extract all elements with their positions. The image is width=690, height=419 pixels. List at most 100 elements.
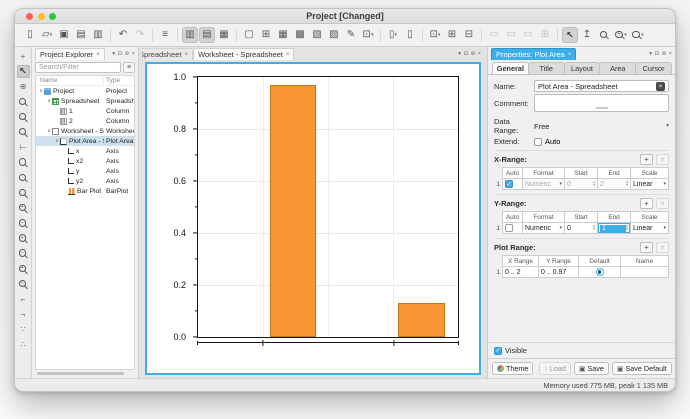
vertical-layout-button[interactable]: ▭	[486, 27, 502, 43]
horizontal-scrollbar[interactable]	[37, 372, 124, 375]
auto-scale-button[interactable]	[17, 156, 30, 169]
shift-up-y-button[interactable]: ∵	[17, 323, 30, 336]
panel-menu-icon[interactable]: ▾	[458, 51, 462, 57]
undo-button[interactable]: ↶	[115, 27, 131, 43]
remove-y-range-button[interactable]: ×	[656, 198, 669, 209]
horizontal-layout-button[interactable]: ▭	[503, 27, 519, 43]
float-icon[interactable]: ⊡	[463, 51, 469, 57]
new-spreadsheet-button[interactable]: ▦	[275, 27, 291, 43]
bar[interactable]	[398, 303, 445, 337]
close-icon[interactable]: ×	[96, 51, 100, 58]
y-range-format-select[interactable]: Numeric ▾	[522, 222, 565, 234]
worksheet-page[interactable]: 0.0 0.2 0.4 0.6 0.8 1.0	[145, 62, 481, 375]
expander-icon[interactable]: ∨	[39, 88, 43, 93]
close-icon[interactable]: ×	[285, 51, 290, 58]
new-workbook-button[interactable]: ⊞	[258, 27, 274, 43]
break-layout-button[interactable]: ⊞	[537, 27, 553, 43]
splitter-right[interactable]	[484, 47, 487, 378]
zoom-in-x-button[interactable]: +	[17, 232, 30, 245]
column-header-type[interactable]: Type	[106, 77, 121, 84]
panel-menu-icon[interactable]: ▾	[112, 51, 116, 57]
print-button[interactable]: ▤	[73, 27, 89, 43]
bar[interactable]	[269, 84, 317, 337]
expander-icon[interactable]: ∨	[47, 128, 51, 133]
new-worksheet-button[interactable]: ▧	[309, 27, 325, 43]
resize-grip-icon[interactable]	[595, 106, 608, 109]
cursor-tool-button[interactable]: ⊢	[17, 141, 30, 154]
search-input[interactable]	[35, 62, 121, 73]
new-datapicker-button[interactable]: ✎	[343, 27, 359, 43]
tree-row[interactable]: ∨ Spreadsheet Spreadsheet	[36, 96, 134, 106]
x-range-start-spinbox[interactable]: 0 ▴ ▾	[564, 178, 598, 190]
zoom-y-select-button[interactable]	[17, 126, 30, 139]
save-default-button[interactable]: ▣ Save Default	[611, 362, 672, 375]
x-range-end-spinbox[interactable]: 2 ▴ ▾	[597, 178, 631, 190]
new-note-button[interactable]: ▨	[326, 27, 342, 43]
load-button[interactable]: ↓ Load	[539, 362, 571, 375]
zoom-x-select-button[interactable]	[17, 111, 30, 124]
close-window-button[interactable]	[26, 13, 33, 20]
zoom-out-y-button[interactable]: −	[17, 278, 30, 291]
y-range-start-spinbox[interactable]: 0 ▴ ▾	[564, 222, 598, 234]
float-icon[interactable]: ⊡	[654, 51, 660, 57]
tree-row[interactable]: ∨ Plot Area - S...Plot Area	[36, 136, 134, 146]
filter-options-icon[interactable]: ≡	[123, 62, 135, 73]
y-range-scale-select[interactable]: Linear ▾	[630, 222, 669, 234]
tab-properties-plot-area[interactable]: Properties: Plot Area ×	[491, 48, 577, 60]
crosshair-cursor-button[interactable]: ⊕	[17, 80, 30, 93]
pin-icon[interactable]: ⊚	[661, 51, 667, 57]
tree-row[interactable]: x Axis	[36, 146, 134, 156]
x-axis[interactable]	[197, 339, 459, 346]
zoom-select-mode-button[interactable]	[596, 27, 612, 43]
float-icon[interactable]: ⊡	[117, 51, 123, 57]
tree-row[interactable]: Bar Plot BarPlot	[36, 186, 134, 196]
close-icon[interactable]: ×	[184, 51, 189, 58]
redo-button[interactable]: ↷	[132, 27, 148, 43]
x-range-format-select[interactable]: Numeric ▾	[522, 178, 565, 190]
tab-spreadsheet[interactable]: Spreadsheet ×	[142, 48, 194, 60]
add-x-range-button[interactable]: +	[640, 154, 653, 165]
tree-row[interactable]: ∨ Project Project	[36, 86, 134, 96]
save-button[interactable]: ▣ Save	[573, 362, 609, 375]
select-cursor-button[interactable]: ↖	[16, 65, 30, 79]
clear-text-icon[interactable]: ×	[656, 81, 665, 91]
add-plot-range-button[interactable]: +	[640, 242, 653, 253]
plot-range-x-cell[interactable]: 0 .. 2	[502, 266, 539, 278]
remove-plot-range-button[interactable]: ×	[656, 242, 669, 253]
copy-settings-button[interactable]: ⊡	[674, 362, 675, 375]
plot-range-y-cell[interactable]: 0 .. 0.97	[538, 266, 579, 278]
close-icon[interactable]: ×	[567, 51, 572, 58]
zoom-in-mode-button[interactable]: + ▾	[613, 27, 629, 43]
grid-layout-button[interactable]: ▭	[520, 27, 536, 43]
x-range-scale-select[interactable]: Linear ▾	[630, 178, 669, 190]
zoom-select-button[interactable]	[17, 96, 30, 109]
select-mode-button[interactable]: ↖	[562, 27, 578, 43]
extend-auto-checkbox[interactable]	[534, 137, 542, 146]
zoom-in-y-button[interactable]: +	[17, 263, 30, 276]
zoom-window-button[interactable]	[49, 13, 56, 20]
tree-row[interactable]: ∨ Worksheet - Spr...Worksheet	[36, 126, 134, 136]
open-project-button[interactable]: ▱ ▾	[39, 27, 55, 43]
import-data-button[interactable]: ▯ ▾	[385, 27, 401, 43]
close-icon[interactable]: ×	[477, 51, 481, 57]
add-plot-button[interactable]: +	[17, 50, 30, 63]
remove-x-range-button[interactable]: ×	[656, 154, 669, 165]
tree-row[interactable]: 2 Column	[36, 116, 134, 126]
plot-range-name-cell[interactable]	[620, 266, 669, 278]
theme-button[interactable]: Theme	[492, 362, 534, 375]
y-range-auto-checkbox[interactable]	[505, 224, 513, 232]
save-project-button[interactable]: ▣	[56, 27, 72, 43]
export-data-button[interactable]: ▯	[402, 27, 418, 43]
fit-to-page-button[interactable]: ⊞	[444, 27, 460, 43]
close-icon[interactable]: ×	[131, 51, 135, 57]
x-range-auto-checkbox[interactable]: ✓	[505, 180, 513, 188]
tree-row[interactable]: 1 Column	[36, 106, 134, 116]
toggle-worksheet-panel-button[interactable]: ▦	[216, 27, 232, 43]
auto-scale-x-button[interactable]	[17, 172, 30, 185]
plot-area[interactable]: 0.0 0.2 0.4 0.6 0.8 1.0	[173, 72, 459, 346]
zoom-out-plot-button[interactable]: −	[17, 217, 30, 230]
name-field[interactable]: Plot Area - Spreadsheet ×	[534, 80, 669, 92]
hamburger-menu-button[interactable]: ≡	[157, 27, 173, 43]
new-plot-dropdown-button[interactable]: ⊡ ▾	[360, 27, 376, 43]
fit-to-width-button[interactable]: ⊟	[461, 27, 477, 43]
